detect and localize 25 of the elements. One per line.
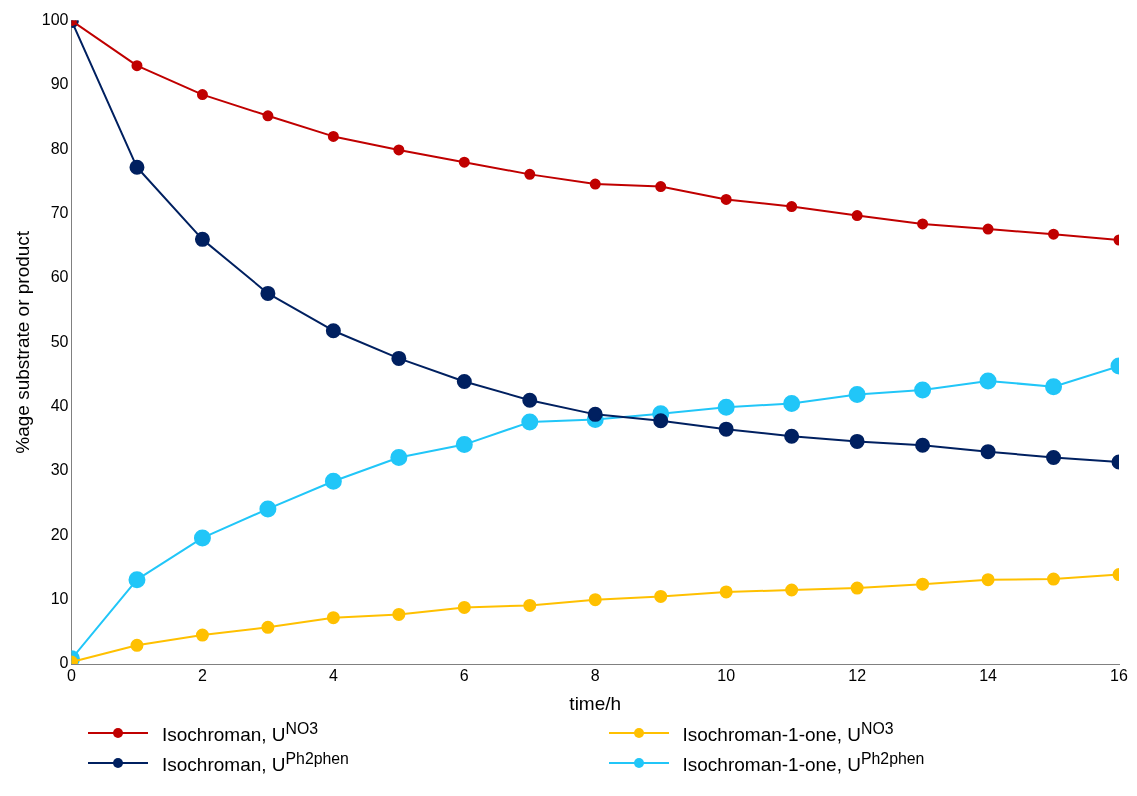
legend-label: Isochroman-1-one, U$^{NO3}$ (682, 720, 894, 747)
y-tick-label: 70 (50, 204, 69, 222)
x-tick-label: 16 (1110, 667, 1128, 685)
y-tick-label: 10 (50, 590, 69, 608)
y-tick-label: 20 (50, 525, 69, 543)
x-tick-label: 14 (979, 667, 998, 685)
y-tick-label: 0 (59, 654, 69, 672)
x-tick-label: 12 (848, 667, 867, 685)
x-axis-title: time/h (569, 692, 622, 714)
legend-label: Isochroman, U$^{Ph2phen}$ (162, 750, 349, 777)
y-tick-label: 40 (50, 397, 69, 415)
x-tick-label: 6 (459, 667, 469, 685)
x-tick-label: 10 (717, 667, 736, 685)
y-tick-label: 50 (50, 332, 69, 350)
legend-label: Isochroman, U$^{NO3}$ (162, 720, 319, 747)
y-tick-label: 100 (41, 11, 69, 29)
y-axis-title: %age substrate or product (11, 230, 33, 454)
legend-label: Isochroman-1-one, U$^{Ph2phen}$ (682, 750, 925, 777)
y-tick-label: 80 (50, 139, 69, 157)
y-tick-label: 30 (50, 461, 69, 479)
x-tick-label: 4 (328, 667, 338, 685)
y-tick-label: 90 (50, 75, 69, 93)
x-tick-label: 2 (197, 667, 207, 685)
y-tick-label: 60 (50, 268, 69, 286)
x-tick-label: 8 (590, 667, 600, 685)
